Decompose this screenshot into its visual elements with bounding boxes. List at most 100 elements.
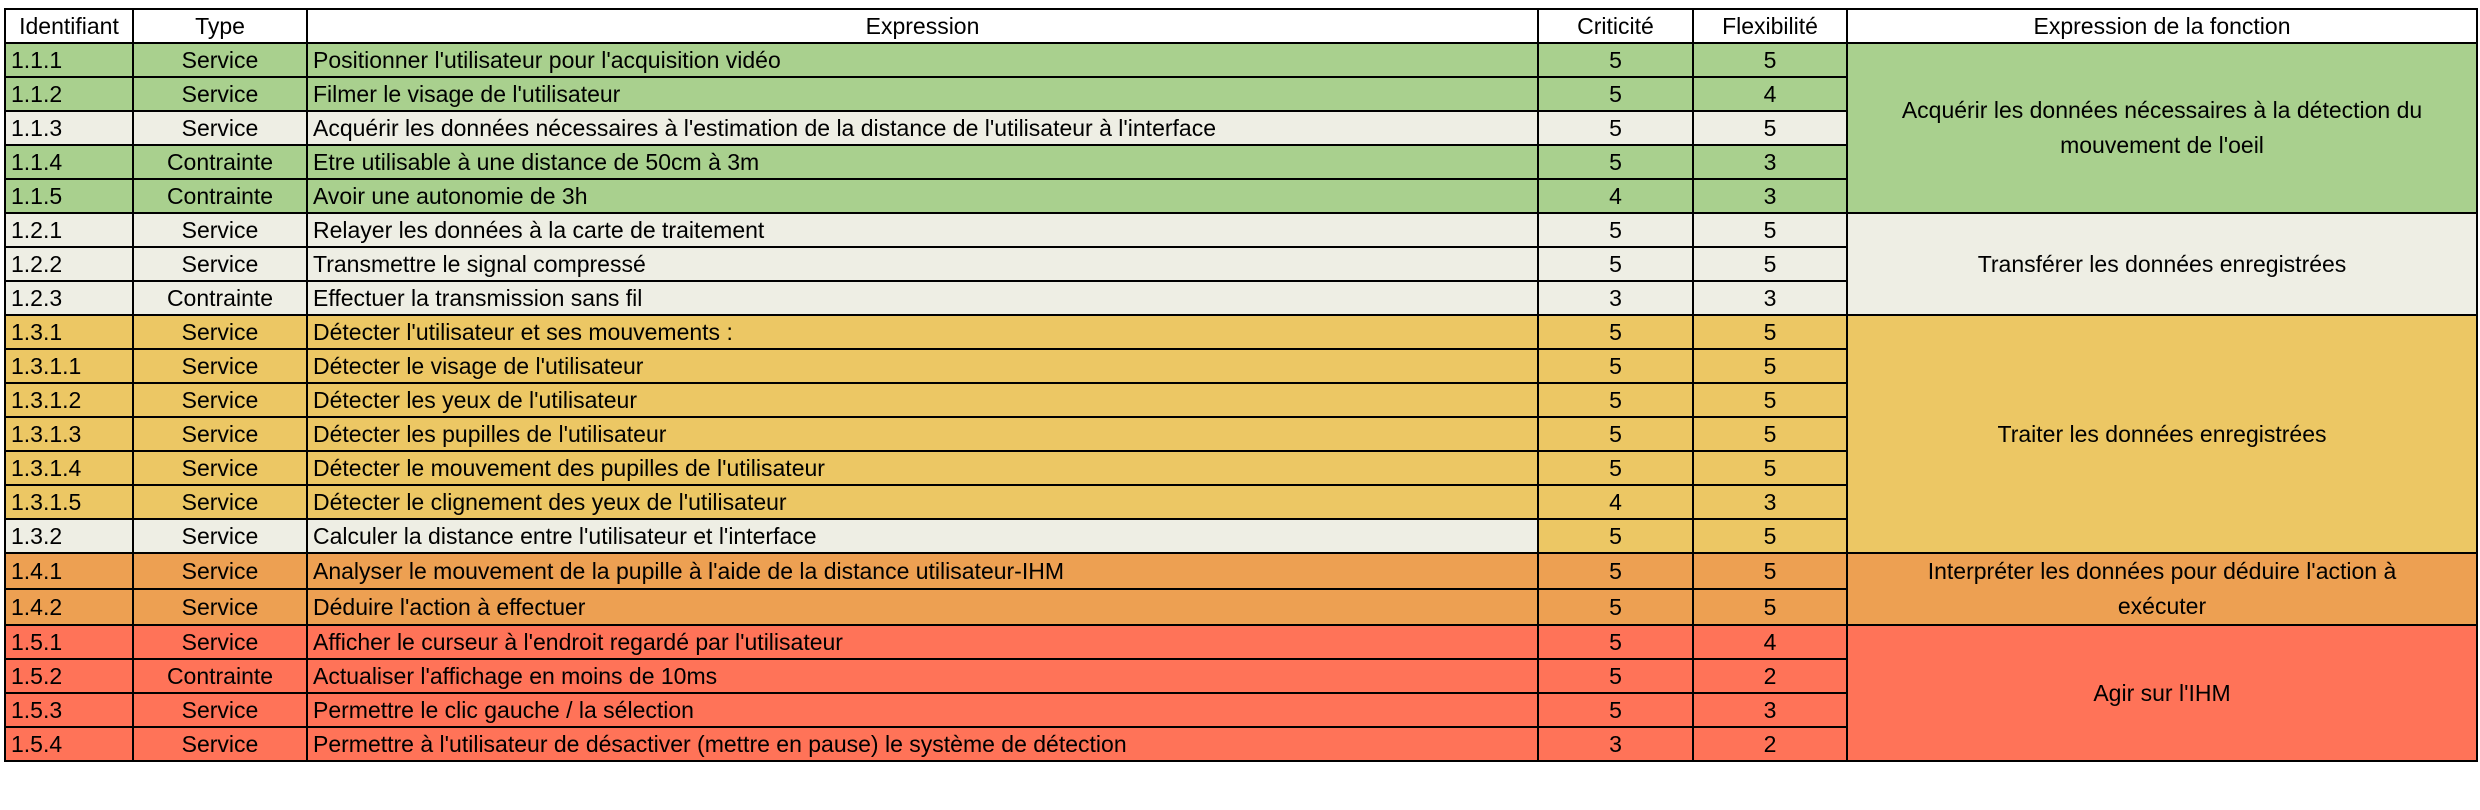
- cell-id: 1.2.1: [4, 212, 134, 248]
- cell-expression: Calculer la distance entre l'utilisateur…: [306, 518, 1539, 554]
- cell-type: Service: [132, 76, 308, 112]
- cell-criticite: 5: [1537, 450, 1694, 486]
- cell-type: Service: [132, 450, 308, 486]
- cell-flexibilite: 5: [1692, 588, 1848, 626]
- cell-flexibilite: 3: [1692, 280, 1848, 316]
- cell-criticite: 5: [1537, 212, 1694, 248]
- cell-criticite: 4: [1537, 484, 1694, 520]
- cell-expression: Détecter le mouvement des pupilles de l'…: [306, 450, 1539, 486]
- cell-type: Service: [132, 484, 308, 520]
- cell-id: 1.1.4: [4, 144, 134, 180]
- cell-id: 1.3.1: [4, 314, 134, 350]
- cell-type: Service: [132, 382, 308, 418]
- cell-criticite: 5: [1537, 624, 1694, 660]
- table-row: 1.5.4 Service Permettre à l'utilisateur de…: [4, 726, 2477, 762]
- cell-id: 1.1.2: [4, 76, 134, 112]
- cell-type: Service: [132, 624, 308, 660]
- cell-type: Service: [132, 726, 308, 762]
- function-cell: Interpréter les données pour déduire l'a…: [1846, 552, 2478, 626]
- cell-flexibilite: 5: [1692, 314, 1848, 350]
- cell-type: Contrainte: [132, 280, 308, 316]
- cell-flexibilite: 3: [1692, 692, 1848, 728]
- table-row: 1.1.5 Contrainte Avoir une autonomie de 3h…: [4, 178, 2477, 214]
- table-row: 1.2.3 Contrainte Effectuer la transmission…: [4, 280, 2477, 316]
- cell-expression: Positionner l'utilisateur pour l'acquisi…: [306, 42, 1539, 78]
- cell-id: 1.5.4: [4, 726, 134, 762]
- cell-id: 1.5.1: [4, 624, 134, 660]
- cell-type: Service: [132, 348, 308, 384]
- header-id: Identifiant: [4, 8, 134, 44]
- cell-expression: Effectuer la transmission sans fil: [306, 280, 1539, 316]
- cell-id: 1.3.2: [4, 518, 134, 554]
- cell-flexibilite: 3: [1692, 484, 1848, 520]
- cell-criticite: 5: [1537, 552, 1694, 590]
- cell-criticite: 5: [1537, 588, 1694, 626]
- cell-expression: Acquérir les données nécessaires à l'est…: [306, 110, 1539, 146]
- table-row: 1.1.1 Service Positionner l'utilisateur po…: [4, 42, 2478, 214]
- cell-flexibilite: 5: [1692, 348, 1848, 384]
- header-flexibilite: Flexibilité: [1692, 8, 1848, 44]
- cell-id: 1.3.1.3: [4, 416, 134, 452]
- cell-flexibilite: 4: [1692, 76, 1848, 112]
- cell-flexibilite: 5: [1692, 416, 1848, 452]
- table-row: 1.1.2 Service Filmer le visage de l'utilis…: [4, 76, 2477, 112]
- header-expression: Expression: [306, 8, 1539, 44]
- cell-expression: Détecter le clignement des yeux de l'uti…: [306, 484, 1539, 520]
- cell-expression: Détecter l'utilisateur et ses mouvements…: [306, 314, 1539, 350]
- header-fonction: Expression de la fonction: [1846, 8, 2478, 44]
- cell-id: 1.1.3: [4, 110, 134, 146]
- cell-expression: Filmer le visage de l'utilisateur: [306, 76, 1539, 112]
- cell-flexibilite: 5: [1692, 246, 1848, 282]
- cell-type: Service: [132, 588, 308, 626]
- table-row: 1.2.2 Service Transmettre le signal compre…: [4, 246, 2477, 282]
- cell-id: 1.3.1.5: [4, 484, 134, 520]
- cell-flexibilite: 5: [1692, 552, 1848, 590]
- cell-id: 1.1.5: [4, 178, 134, 214]
- cell-flexibilite: 4: [1692, 624, 1848, 660]
- table-row: 1.4.1 Service Analyser le mouvement de la …: [4, 552, 2478, 626]
- cell-id: 1.4.2: [4, 588, 134, 626]
- cell-type: Service: [132, 212, 308, 248]
- table-row: 1.4.2 Service Déduire l'action à effectuer…: [4, 588, 2477, 626]
- cell-criticite: 5: [1537, 382, 1694, 418]
- cell-id: 1.1.1: [4, 42, 134, 78]
- cell-expression: Détecter le visage de l'utilisateur: [306, 348, 1539, 384]
- cell-expression: Permettre le clic gauche / la sélection: [306, 692, 1539, 728]
- cell-flexibilite: 5: [1692, 110, 1848, 146]
- cell-expression: Afficher le curseur à l'endroit regardé …: [306, 624, 1539, 660]
- header-row: Identifiant Type Expression Criticité Fl…: [4, 8, 2478, 44]
- cell-type: Service: [132, 416, 308, 452]
- cell-expression: Transmettre le signal compressé: [306, 246, 1539, 282]
- cell-expression: Permettre à l'utilisateur de désactiver …: [306, 726, 1539, 762]
- cell-type: Service: [132, 314, 308, 350]
- cell-flexibilite: 3: [1692, 178, 1848, 214]
- cell-criticite: 5: [1537, 692, 1694, 728]
- function-cell: Acquérir les données nécessaires à la dé…: [1846, 42, 2478, 214]
- cell-criticite: 5: [1537, 246, 1694, 282]
- cell-criticite: 5: [1537, 348, 1694, 384]
- cell-id: 1.3.1.2: [4, 382, 134, 418]
- table-row: 1.5.3 Service Permettre le clic gauche / l…: [4, 692, 2477, 728]
- cell-id: 1.2.2: [4, 246, 134, 282]
- header-type: Type: [132, 8, 308, 44]
- cell-type: Service: [132, 42, 308, 78]
- cell-flexibilite: 5: [1692, 212, 1848, 248]
- cell-criticite: 5: [1537, 658, 1694, 694]
- function-cell: Agir sur l'IHM: [1846, 624, 2478, 762]
- cell-criticite: 5: [1537, 42, 1694, 78]
- cell-criticite: 5: [1537, 314, 1694, 350]
- function-cell: Traiter les données enregistrées: [1846, 314, 2478, 554]
- cell-type: Service: [132, 110, 308, 146]
- table-row: 1.3.1.5 Service Détecter le clignement des…: [4, 484, 2477, 520]
- cell-id: 1.4.1: [4, 552, 134, 590]
- cell-flexibilite: 5: [1692, 382, 1848, 418]
- cell-flexibilite: 5: [1692, 450, 1848, 486]
- cell-id: 1.2.3: [4, 280, 134, 316]
- cell-type: Contrainte: [132, 178, 308, 214]
- cell-criticite: 3: [1537, 726, 1694, 762]
- table-row: 1.5.2 Contrainte Actualiser l'affichage en…: [4, 658, 2477, 694]
- table-row: 1.1.3 Service Acquérir les données nécessa…: [4, 110, 2477, 146]
- table-row: 1.1.4 Contrainte Etre utilisable à une dis…: [4, 144, 2477, 180]
- requirements-table: Identifiant Type Expression Criticité Fl…: [4, 8, 2478, 762]
- cell-flexibilite: 5: [1692, 42, 1848, 78]
